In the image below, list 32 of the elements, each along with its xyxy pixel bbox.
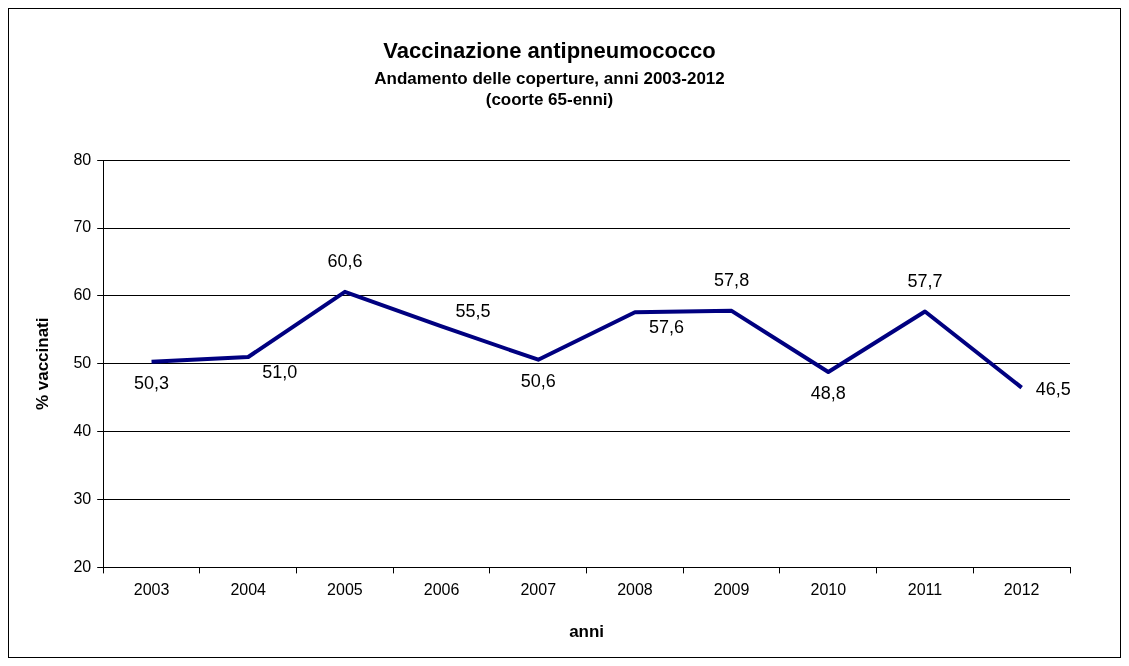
- data-label: 57,8: [714, 269, 750, 290]
- chart-title: Vaccinazione antipneumococco: [383, 38, 716, 64]
- x-tick-label: 2004: [230, 581, 267, 599]
- data-label: 55,5: [455, 301, 491, 322]
- x-tick-label: 2005: [327, 581, 363, 599]
- x-tick-label: 2003: [133, 581, 170, 599]
- x-tick-label: 2012: [1003, 581, 1040, 599]
- x-tick-label: 2011: [907, 581, 943, 599]
- data-label: 51,0: [262, 361, 298, 382]
- x-tick-label: 2007: [520, 581, 557, 599]
- y-tick-label: 80: [73, 150, 92, 168]
- y-tick-label: 70: [73, 218, 92, 236]
- y-tick-label: 20: [73, 557, 92, 575]
- data-label: 48,8: [810, 382, 846, 403]
- text: (coorte 65-enni): [485, 89, 614, 109]
- data-label: 50,3: [134, 372, 170, 393]
- y-tick-label: 40: [73, 422, 92, 440]
- data-label: 50,6: [520, 370, 556, 391]
- data-label: 60,6: [327, 250, 363, 271]
- chart-subtitle: Andamento delle coperture, anni 2003-2012: [374, 69, 725, 89]
- x-tick-label: 2010: [810, 581, 847, 599]
- y-tick-label: 60: [73, 286, 92, 304]
- x-tick-label: 2006: [423, 581, 460, 599]
- data-label: 57,7: [907, 270, 943, 291]
- y-axis-title: % vaccinati: [32, 317, 52, 411]
- y-tick-label: 30: [73, 489, 92, 507]
- x-tick-label: 2008: [617, 581, 653, 599]
- x-tick-label: 2009: [713, 581, 750, 599]
- y-tick-label: 50: [73, 354, 92, 372]
- data-label: 57,6: [648, 317, 684, 338]
- x-axis-title: anni: [569, 622, 605, 642]
- data-label: 46,5: [1035, 378, 1071, 399]
